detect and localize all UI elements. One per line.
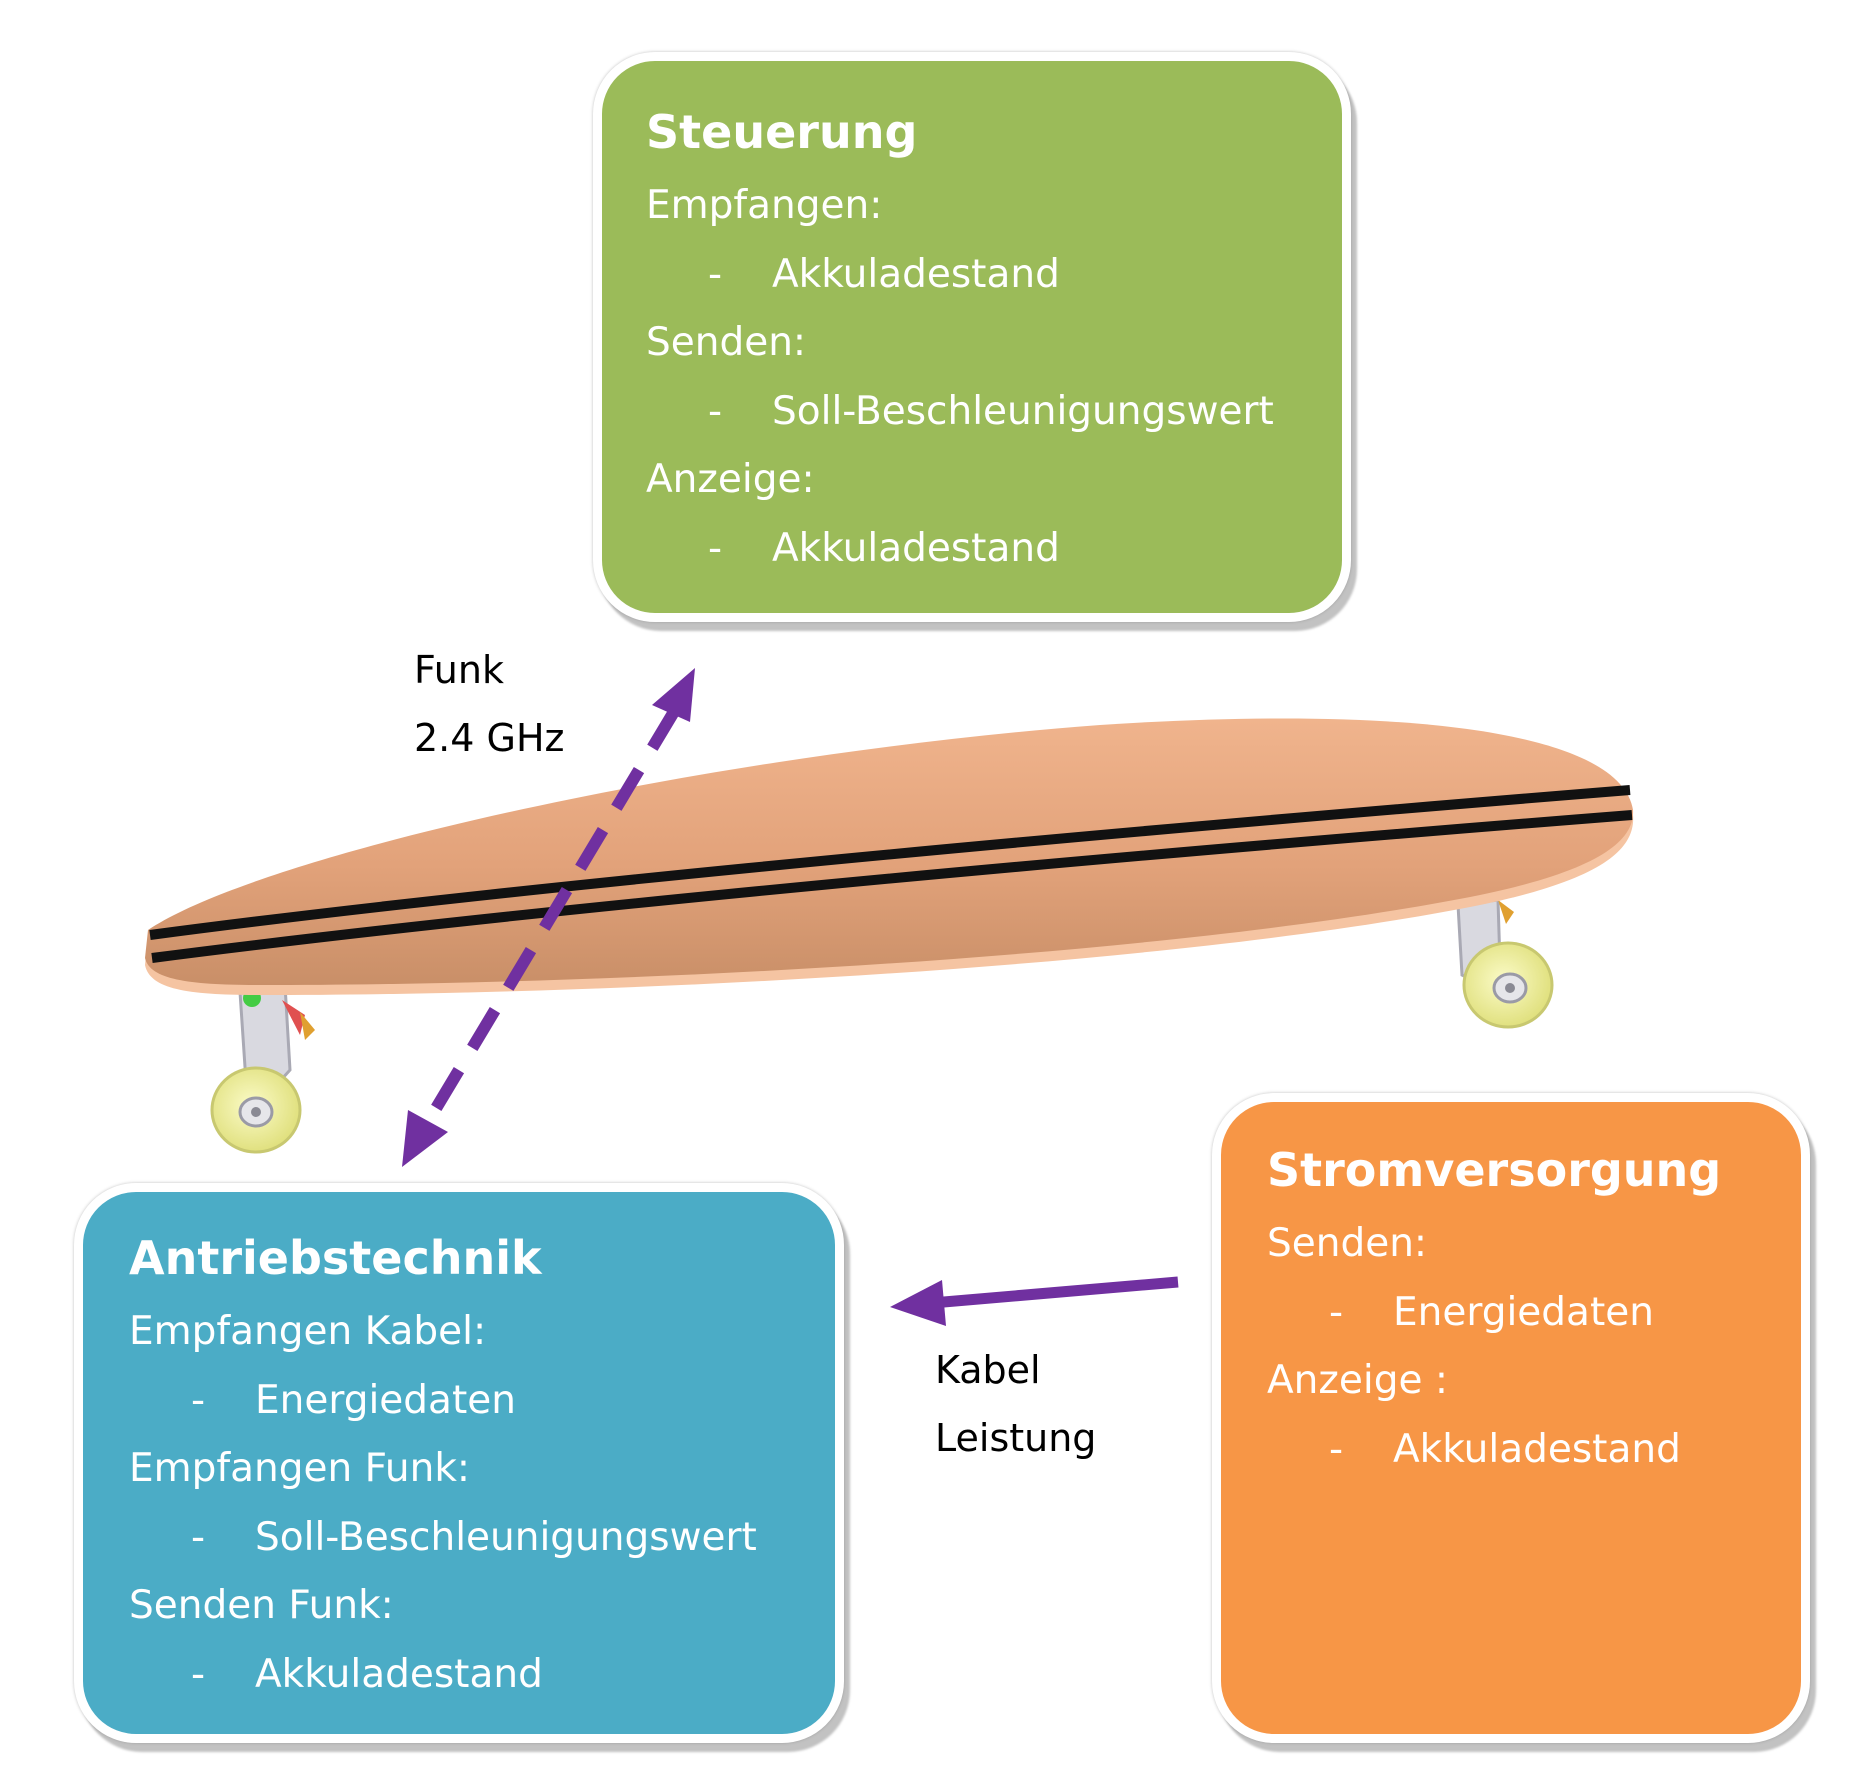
antrieb-item-soll-beschleunigungswert: - Soll-Beschleunigungswert [129,1504,791,1573]
antrieb-heading-empfangen-kabel: Empfangen Kabel: [129,1309,487,1354]
item-text: Energiedaten [255,1377,516,1423]
bullet-dash: - [1329,1426,1344,1472]
antrieb-heading-senden-funk: Senden Funk: [129,1583,394,1628]
stromversorgung-box: Stromversorgung Senden: - Energiedaten A… [1212,1093,1810,1743]
steuerung-heading-anzeige: Anzeige: [646,457,815,502]
funk-label-line1: Funk [414,648,504,692]
strom-heading-senden: Senden: [1267,1221,1428,1266]
bullet-dash: - [708,251,723,297]
item-text: Soll-Beschleunigungswert [772,388,1274,434]
steuerung-box: Steuerung Empfangen: - Akkuladestand Sen… [593,52,1351,622]
item-text: Akkuladestand [1393,1426,1681,1472]
bullet-dash: - [708,388,723,434]
item-text: Akkuladestand [772,251,1060,297]
strom-item-energiedaten: - Energiedaten [1267,1279,1761,1348]
bullet-dash: - [191,1651,206,1697]
funk-label: Funk 2.4 GHz [414,636,564,772]
bullet-dash: - [191,1514,206,1560]
item-text: Akkuladestand [772,525,1060,571]
antrieb-item-akkuladestand: - Akkuladestand [129,1641,791,1710]
strom-heading-anzeige: Anzeige : [1267,1358,1448,1403]
kabel-label-line2: Leistung [935,1416,1097,1460]
dashed-double-arrow [402,668,695,1167]
front-truck [1456,898,1554,1029]
steuerung-item-akkuladestand: - Akkuladestand [646,241,1298,310]
steuerung-item-akkuladestand-anzeige: - Akkuladestand [646,515,1298,584]
bullet-dash: - [708,525,723,571]
kabel-label-line1: Kabel [935,1348,1041,1392]
antriebstechnik-title: Antriebstechnik [129,1231,542,1285]
bullet-dash: - [1329,1289,1344,1335]
strom-item-akkuladestand: - Akkuladestand [1267,1416,1761,1485]
steuerung-heading-empfangen: Empfangen: [646,183,883,228]
antrieb-heading-empfangen-funk: Empfangen Funk: [129,1446,471,1491]
steuerung-title: Steuerung [646,105,918,159]
steuerung-item-soll-beschleunigungswert: - Soll-Beschleunigungswert [646,378,1298,447]
item-text: Energiedaten [1393,1289,1654,1335]
antriebstechnik-box: Antriebstechnik Empfangen Kabel: - Energ… [74,1183,844,1743]
funk-label-line2: 2.4 GHz [414,716,565,760]
antrieb-item-energiedaten: - Energiedaten [129,1367,791,1436]
item-text: Soll-Beschleunigungswert [255,1514,757,1560]
kabel-label: Kabel Leistung [935,1336,1096,1472]
solid-arrow-left [890,1276,1179,1326]
steuerung-heading-senden: Senden: [646,320,807,365]
rear-truck [210,983,315,1154]
deck [145,718,1634,995]
bullet-dash: - [191,1377,206,1423]
stromversorgung-title: Stromversorgung [1267,1143,1722,1197]
item-text: Akkuladestand [255,1651,543,1697]
